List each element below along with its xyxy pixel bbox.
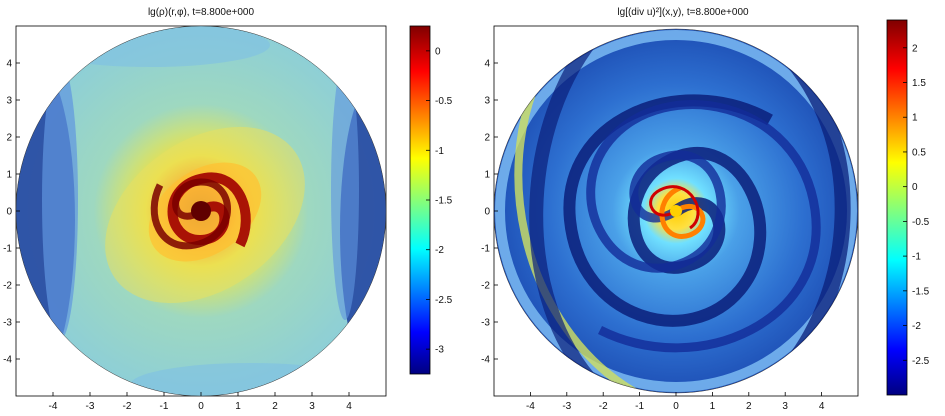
- x-tick-label: -2: [123, 401, 132, 412]
- colorbar-tick-label: -1.5: [435, 196, 453, 207]
- colorbar-tick-label: -1.5: [912, 286, 930, 297]
- divergence-x-ticks: -4 -3 -2 -1 0 1 2 3 4: [526, 392, 825, 412]
- colorbar-tick-label: 2: [912, 43, 918, 54]
- x-tick-label: -1: [160, 401, 169, 412]
- y-tick-label: 1: [484, 170, 490, 181]
- x-tick-label: 1: [235, 401, 241, 412]
- divergence-y-ticks: 4 3 2 1 0 -1 -2 -3 -4: [481, 59, 498, 366]
- x-tick-label: -4: [526, 401, 535, 412]
- y-tick-label: 2: [484, 133, 490, 144]
- divergence-colorbar: [886, 19, 908, 396]
- y-tick-label: -2: [481, 281, 490, 292]
- density-x-ticks: -4 -3 -2 -1 0 1 2 3 4: [49, 392, 352, 412]
- x-tick-label: 0: [198, 401, 204, 412]
- y-tick-label: 4: [6, 59, 12, 70]
- divergence-field: [494, 29, 858, 393]
- y-tick-label: 0: [6, 207, 12, 218]
- y-tick-label: 2: [6, 133, 12, 144]
- colorbar-tick-label: 0.5: [912, 147, 926, 158]
- y-tick-label: -1: [3, 244, 12, 255]
- density-colorbar-ticks: 0 -0.5 -1 -1.5 -2 -2.5 -3: [426, 46, 453, 356]
- y-tick-label: -1: [481, 244, 490, 255]
- x-tick-label: -4: [49, 401, 58, 412]
- y-tick-label: 4: [484, 59, 490, 70]
- x-tick-label: 2: [272, 401, 278, 412]
- x-tick-label: 2: [746, 401, 752, 412]
- divergence-panel: lg[(div u)²](x,y), t=8.800e+000 -4 -3 -2 -1…: [481, 7, 930, 412]
- x-tick-label: -3: [86, 401, 95, 412]
- colorbar-tick-label: -0.5: [912, 217, 930, 228]
- x-tick-label: -3: [562, 401, 571, 412]
- y-tick-label: -3: [481, 318, 490, 329]
- y-tick-label: 1: [6, 170, 12, 181]
- colorbar-tick-label: -2: [912, 321, 921, 332]
- y-tick-label: -4: [481, 355, 490, 366]
- divergence-colorbar-ticks: 2 1.5 1 0.5 0 -0.5 -1 -1.5 -2 -2.5: [903, 43, 930, 367]
- colorbar-tick-label: 0: [912, 182, 918, 193]
- colorbar-tick-label: -1: [912, 252, 921, 263]
- x-tick-label: 1: [710, 401, 716, 412]
- colorbar-tick-label: -0.5: [435, 96, 453, 107]
- x-tick-label: 0: [673, 401, 679, 412]
- colorbar-tick-label: 1: [912, 113, 918, 124]
- x-tick-label: 3: [782, 401, 788, 412]
- x-tick-label: -1: [635, 401, 644, 412]
- y-tick-label: -3: [3, 318, 12, 329]
- colorbar-tick-label: 1.5: [912, 78, 926, 89]
- y-tick-label: 0: [484, 207, 490, 218]
- x-tick-label: -2: [599, 401, 608, 412]
- colorbar-tick-label: -2: [435, 245, 444, 256]
- x-tick-label: 4: [346, 401, 352, 412]
- x-tick-label: 3: [309, 401, 315, 412]
- colorbar-tick-label: -2.5: [912, 356, 930, 367]
- y-tick-label: -4: [3, 355, 12, 366]
- density-title: lg(ρ)(r,φ), t=8.800e+000: [148, 7, 255, 18]
- y-tick-label: -2: [3, 281, 12, 292]
- colorbar-tick-label: 0: [435, 46, 441, 57]
- y-tick-label: 3: [484, 96, 490, 107]
- divergence-title: lg[(div u)²](x,y), t=8.800e+000: [617, 7, 749, 18]
- density-panel: lg(ρ)(r,φ), t=8.800e+000 -4 -3 -2 -1 0 1 2 3 4 4…: [3, 7, 453, 412]
- y-tick-label: 3: [6, 96, 12, 107]
- colorbar-tick-label: -1: [435, 146, 444, 157]
- colorbar-tick-label: -3: [435, 345, 444, 356]
- density-y-ticks: 4 3 2 1 0 -1 -2 -3 -4: [3, 59, 20, 366]
- colorbar-tick-label: -2.5: [435, 295, 453, 306]
- x-tick-label: 4: [819, 401, 825, 412]
